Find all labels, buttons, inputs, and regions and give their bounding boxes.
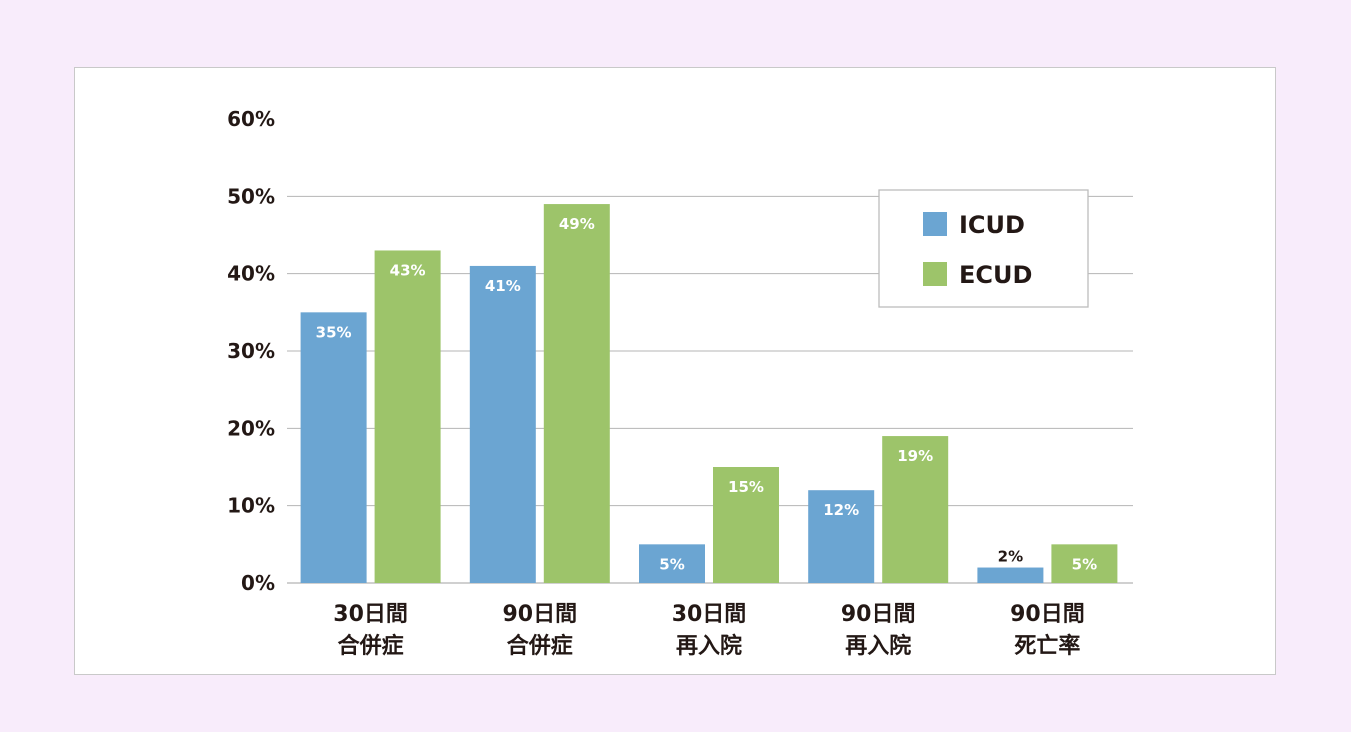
x-category-label: 死亡率 [1014,633,1080,659]
x-category-label: 30日間 [672,602,747,627]
x-category-label: 再入院 [676,633,742,659]
bar-ecud [543,204,610,584]
bar-icud [808,490,875,583]
legend-box [878,189,1089,308]
y-tick-label: 50% [227,184,275,208]
y-tick-label: 30% [227,339,275,363]
legend-swatch-ecud [923,262,947,286]
bars: 35% 41% 5% 12% 2% 43% 49% 15% 19% 5% [300,204,1118,584]
bar-ecud [1051,544,1118,583]
x-category-label: 30日間 [333,602,408,627]
data-label: 5% [1072,555,1097,573]
bar-icud [639,544,705,583]
y-tick-label: 10% [227,494,275,518]
data-label: 35% [316,323,352,341]
x-category-label: 再入院 [845,633,911,659]
data-label: 12% [823,501,859,519]
data-label: 2% [998,548,1023,566]
bar-icud [977,567,1044,583]
chart-card: 0% 10% 20% 30% 40% 50% 60% 35% 41% 5% 12% 2% 43% 49%… [74,67,1276,675]
legend-swatch-icud [923,212,947,236]
bar-icud [469,265,536,583]
x-category-label: 90日間 [1010,602,1085,627]
data-label: 43% [390,261,426,279]
x-category-label: 合併症 [507,633,573,659]
y-tick-label: 20% [227,416,275,440]
y-axis-ticks: 0% 10% 20% 30% 40% 50% 60% [227,107,275,595]
bar-chart: 0% 10% 20% 30% 40% 50% 60% 35% 41% 5% 12% 2% 43% 49%… [227,107,1133,659]
x-category-label: 90日間 [841,602,916,627]
x-category-label: 合併症 [338,633,404,659]
data-label: 49% [559,215,595,233]
legend: ICUD ECUD [878,189,1089,308]
data-label: 5% [659,555,684,573]
bar-ecud [882,436,949,583]
bar-ecud [374,250,441,583]
legend-label-ecud: ECUD [959,261,1032,289]
bar-icud [300,312,367,583]
y-tick-label: 60% [227,107,275,131]
data-label: 19% [897,447,933,465]
data-label: 15% [728,478,764,496]
x-category-label: 90日間 [502,602,577,627]
y-tick-label: 0% [241,571,275,595]
bar-ecud [713,467,779,583]
legend-label-icud: ICUD [959,211,1025,239]
y-tick-label: 40% [227,262,275,286]
data-label: 41% [485,277,521,295]
